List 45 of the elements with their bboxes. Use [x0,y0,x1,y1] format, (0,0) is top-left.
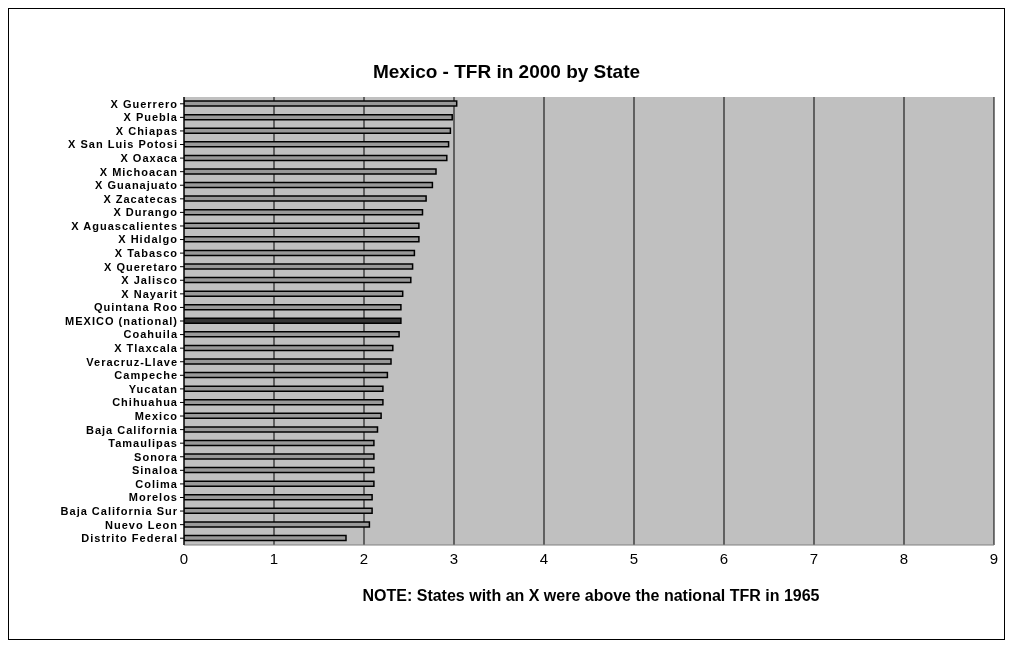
y-tick-label: Mexico [134,409,178,422]
y-tick-label: X Tabasco [114,247,178,260]
y-tick-label: Yucatan [128,382,178,395]
y-tick-label: X Puebla [123,111,178,124]
y-tick-label: Baja California [85,423,178,436]
chart-title: Mexico - TFR in 2000 by State [371,61,642,84]
y-tick-label: X Nayarit [121,287,178,300]
y-tick-label: Colima [135,477,178,490]
y-tick-label: X Durango [113,206,178,219]
y-tick-label: Quintana Roo [93,301,178,314]
y-tick-label: X Michoacan [99,165,178,178]
y-tick-label: Tamaulipas [108,437,178,450]
x-tick-label: 0 [179,549,189,567]
y-tick-label: Morelos [128,491,178,504]
y-tick-label: Chihuahua [112,396,178,409]
y-tick-label: Baja California Sur [60,504,178,517]
x-tick-label: 7 [809,549,819,567]
y-tick-label: Nuevo Leon [105,518,178,531]
y-tick-label: X Jalisco [121,274,178,287]
y-tick-label: X Oaxaca [120,152,178,164]
x-tick-label: 4 [539,549,549,567]
y-tick-label: X Guerrero [110,97,178,110]
y-tick-label: X San Luis Potosi [68,138,178,151]
x-tick-label: 5 [629,549,639,567]
y-tick-label: X Guanajuato [95,179,178,192]
y-tick-label: X Chiapas [115,124,178,137]
y-tick-label: Veracruz-Llave [86,355,178,368]
y-tick-label: X Queretaro [104,260,178,273]
y-tick-label: Sinaloa [131,464,178,477]
y-tick-label: X Hidalgo [118,233,178,246]
y-tick-label: Campeche [114,369,178,382]
y-tick-label: X Aguascalientes [71,219,178,232]
y-tick-label: X Tlaxcala [114,342,178,355]
x-tick-label: 3 [449,549,459,567]
x-tick-label: 6 [719,549,729,567]
y-tick-label: MEXICO (national) [65,314,178,327]
x-tick-label: 2 [359,549,369,567]
x-tick-label: 1 [269,549,279,567]
y-tick-label: Coahuila [123,328,178,341]
y-tick-label: X Zacatecas [103,192,178,205]
x-axis-title: NOTE: States with an X were above the national TFR in 1965 [361,587,821,605]
y-tick-label: Distrito Federal [81,532,178,545]
y-tick-label: Sonora [134,450,178,463]
x-tick-label: 8 [899,549,909,567]
x-tick-label: 9 [989,549,999,567]
